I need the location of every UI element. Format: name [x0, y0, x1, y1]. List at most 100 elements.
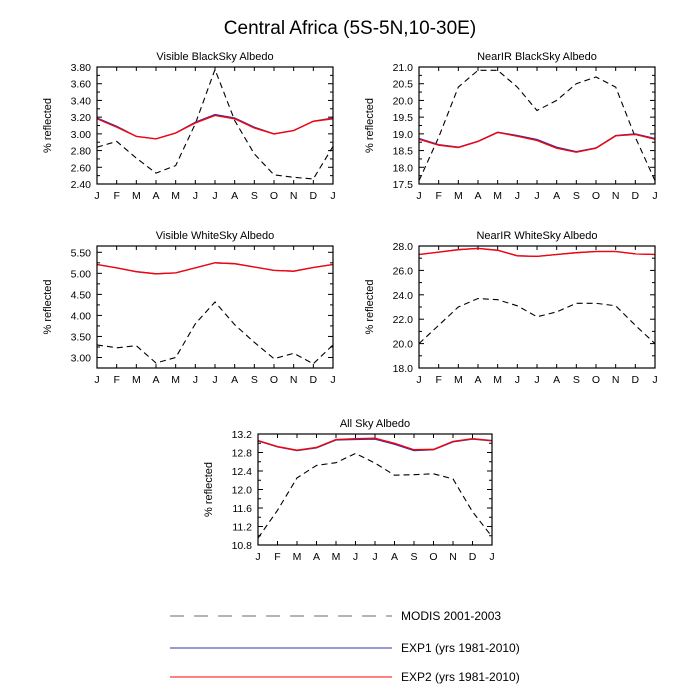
y-tick-label: 19.0	[393, 129, 414, 141]
y-tick-label: 2.80	[71, 146, 92, 158]
x-tick-label: J	[534, 190, 539, 202]
x-tick-label: N	[290, 374, 298, 386]
x-tick-label: D	[310, 374, 318, 386]
panel-title: NearIR WhiteSky Albedo	[476, 230, 597, 242]
x-tick-label: F	[113, 374, 119, 386]
series-line-1	[257, 452, 493, 539]
y-axis-label: % reflected	[42, 98, 54, 153]
series-line-3	[418, 131, 656, 153]
x-tick-label: M	[332, 551, 341, 563]
series-line-3	[418, 247, 656, 258]
x-tick-label: J	[489, 551, 494, 563]
x-tick-label: O	[270, 374, 278, 386]
y-tick-label: 5.00	[71, 268, 92, 280]
plot-frame	[418, 66, 656, 185]
x-tick-label: S	[251, 190, 258, 202]
plot-frame	[418, 245, 656, 369]
x-tick-label: M	[132, 190, 141, 202]
x-tick-label: A	[231, 374, 238, 386]
legend-label-2: EXP1 (yrs 1981-2010)	[401, 641, 520, 655]
y-tick-label: 18.0	[393, 162, 414, 174]
x-tick-label: A	[553, 374, 560, 386]
y-tick-label: 20.0	[393, 95, 414, 107]
x-tick-label: A	[474, 374, 481, 386]
y-axis-label: % reflected	[203, 462, 215, 517]
y-tick-label: 24.0	[393, 290, 414, 302]
y-tick-label: 19.5	[393, 112, 414, 124]
x-tick-label: O	[270, 190, 278, 202]
x-tick-label: S	[573, 374, 580, 386]
x-tick-label: O	[429, 551, 437, 563]
x-tick-label: D	[469, 551, 477, 563]
legend-label-1: MODIS 2001-2003	[401, 609, 501, 623]
x-tick-label: J	[416, 374, 421, 386]
y-tick-label: 26.0	[393, 265, 414, 277]
x-tick-label: D	[632, 374, 640, 386]
y-tick-label: 20.0	[393, 339, 414, 351]
x-tick-label: J	[515, 374, 520, 386]
y-tick-label: 12.0	[232, 485, 253, 497]
y-tick-label: 2.60	[71, 162, 92, 174]
series-line-3	[96, 114, 334, 140]
x-tick-label: A	[152, 190, 159, 202]
plot-frame	[257, 433, 493, 546]
figure-title: Central Africa (5S-5N,10-30E)	[224, 18, 476, 39]
x-tick-label: M	[132, 374, 141, 386]
y-axis-label: % reflected	[364, 279, 376, 334]
x-tick-label: N	[612, 374, 620, 386]
x-tick-label: J	[416, 190, 421, 202]
x-tick-label: M	[171, 374, 180, 386]
series-line-3	[96, 262, 334, 275]
x-tick-label: O	[592, 374, 600, 386]
x-tick-label: N	[449, 551, 457, 563]
x-tick-label: M	[454, 190, 463, 202]
y-tick-label: 21.0	[393, 62, 414, 74]
y-tick-label: 22.0	[393, 314, 414, 326]
x-tick-label: A	[391, 551, 398, 563]
x-tick-label: J	[94, 190, 99, 202]
series-line-3	[257, 437, 493, 451]
series-line-1	[96, 67, 334, 180]
y-tick-label: 11.2	[232, 522, 252, 534]
y-tick-label: 28.0	[393, 241, 414, 253]
series-line-1	[418, 69, 656, 181]
x-tick-label: N	[612, 190, 620, 202]
x-tick-label: A	[152, 374, 159, 386]
y-tick-label: 12.4	[232, 466, 253, 478]
x-tick-label: J	[534, 374, 539, 386]
x-tick-label: J	[515, 190, 520, 202]
y-tick-label: 3.60	[71, 79, 92, 91]
y-tick-label: 3.80	[71, 62, 92, 74]
panel-title: Visible BlackSky Albedo	[156, 51, 273, 63]
y-tick-label: 18.0	[393, 363, 414, 375]
y-tick-label: 3.00	[71, 352, 92, 364]
x-tick-label: S	[251, 374, 258, 386]
y-tick-label: 5.50	[71, 247, 92, 259]
panel-title: NearIR BlackSky Albedo	[477, 51, 597, 63]
x-tick-label: J	[193, 374, 198, 386]
x-tick-label: M	[454, 374, 463, 386]
panel-title: Visible WhiteSky Albedo	[156, 230, 274, 242]
y-tick-label: 11.6	[232, 503, 252, 515]
plot-frame	[96, 245, 334, 369]
x-tick-label: A	[474, 190, 481, 202]
x-tick-label: M	[493, 374, 502, 386]
legend-label-3: EXP2 (yrs 1981-2010)	[401, 670, 520, 684]
x-tick-label: J	[372, 551, 377, 563]
x-tick-label: J	[255, 551, 260, 563]
x-tick-label: N	[290, 190, 298, 202]
figure-legend: MODIS 2001-2003 EXP1 (yrs 1981-2010) EXP2 …	[170, 609, 520, 684]
y-tick-label: 4.50	[71, 289, 92, 301]
x-tick-label: M	[171, 190, 180, 202]
panel-title: All Sky Albedo	[340, 418, 410, 430]
x-tick-label: M	[293, 551, 302, 563]
series-line-1	[96, 301, 334, 365]
x-tick-label: D	[310, 190, 318, 202]
x-tick-label: F	[274, 551, 280, 563]
